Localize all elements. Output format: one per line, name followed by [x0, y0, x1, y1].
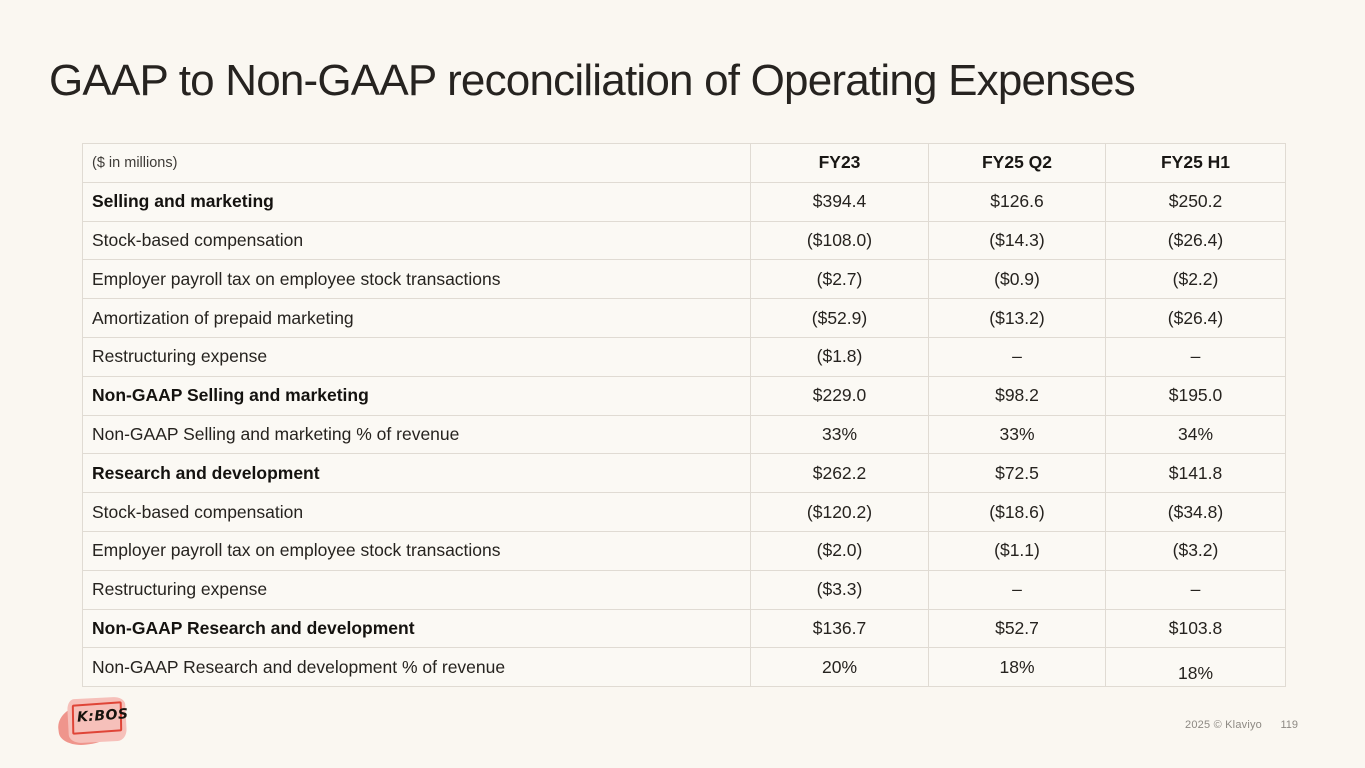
cell-value: ($18.6): [928, 492, 1106, 532]
table-row: Restructuring expense ($3.3) – –: [82, 569, 1286, 610]
cell-value: ($2.7): [750, 259, 929, 300]
row-label: Amortization of prepaid marketing: [82, 298, 751, 338]
row-label: Non-GAAP Research and development % of r…: [82, 647, 751, 688]
cell-value: 18%: [1105, 647, 1286, 688]
cell-value: ($1.1): [928, 530, 1106, 571]
row-label: Stock-based compensation: [82, 492, 751, 532]
cell-value: $126.6: [928, 181, 1106, 222]
cell-value: –: [928, 569, 1106, 610]
row-label: Non-GAAP Selling and marketing: [82, 375, 751, 416]
cell-value: $262.2: [750, 453, 929, 494]
cell-value: ($108.0): [750, 220, 929, 261]
cell-value: $141.8: [1105, 453, 1286, 494]
cell-value: –: [1105, 569, 1286, 610]
cell-value: ($1.8): [750, 336, 929, 377]
column-header-fy25-q2: FY25 Q2: [928, 143, 1106, 183]
cell-value: $103.8: [1105, 608, 1286, 649]
table-row: Non-GAAP Selling and marketing % of reve…: [82, 414, 1286, 455]
cell-value: 34%: [1105, 414, 1286, 455]
table-body: Selling and marketing $394.4 $126.6 $250…: [82, 181, 1286, 688]
table-row: Non-GAAP Research and development $136.7…: [82, 608, 1286, 649]
cell-value: $394.4: [750, 181, 929, 222]
footer-copyright: 2025 © Klaviyo: [1185, 719, 1262, 731]
table-row: Non-GAAP Research and development % of r…: [82, 647, 1286, 688]
cell-value: –: [1105, 336, 1286, 377]
cell-value: ($52.9): [750, 298, 929, 338]
row-label: Non-GAAP Selling and marketing % of reve…: [82, 414, 751, 455]
cell-value: $98.2: [928, 375, 1106, 416]
cell-value: ($3.2): [1105, 530, 1286, 571]
cell-value: 33%: [750, 414, 929, 455]
table-row: Amortization of prepaid marketing ($52.9…: [82, 298, 1286, 338]
table-row: Selling and marketing $394.4 $126.6 $250…: [82, 181, 1286, 222]
table-header-row: ($ in millions) FY23 FY25 Q2 FY25 H1: [82, 143, 1286, 183]
cell-value: 18%: [928, 647, 1106, 688]
kbos-logo: K:BOS: [55, 696, 132, 750]
cell-value: ($13.2): [928, 298, 1106, 338]
page-title: GAAP to Non-GAAP reconciliation of Opera…: [49, 56, 1136, 105]
cell-value: 20%: [750, 647, 929, 688]
row-label: Selling and marketing: [82, 181, 751, 222]
row-label: Stock-based compensation: [82, 220, 751, 261]
table-row: Non-GAAP Selling and marketing $229.0 $9…: [82, 375, 1286, 416]
cell-value: $72.5: [928, 453, 1106, 494]
table-row: Stock-based compensation ($120.2) ($18.6…: [82, 492, 1286, 532]
row-label: Employer payroll tax on employee stock t…: [82, 259, 751, 300]
cell-value: $250.2: [1105, 181, 1286, 222]
table-row: Research and development $262.2 $72.5 $1…: [82, 453, 1286, 494]
row-label: Employer payroll tax on employee stock t…: [82, 530, 751, 571]
cell-value: ($2.2): [1105, 259, 1286, 300]
cell-value: ($34.8): [1105, 492, 1286, 532]
column-header-fy23: FY23: [750, 143, 929, 183]
unit-label: ($ in millions): [82, 143, 751, 183]
cell-value: $136.7: [750, 608, 929, 649]
cell-value: $52.7: [928, 608, 1106, 649]
footer-page-number: 119: [1280, 719, 1298, 731]
cell-value: ($3.3): [750, 569, 929, 610]
cell-value: ($2.0): [750, 530, 929, 571]
row-label: Non-GAAP Research and development: [82, 608, 751, 649]
cell-value: ($120.2): [750, 492, 929, 532]
column-header-fy25-h1: FY25 H1: [1105, 143, 1286, 183]
cell-value: 33%: [928, 414, 1106, 455]
table-row: Employer payroll tax on employee stock t…: [82, 259, 1286, 300]
cell-value: ($26.4): [1105, 220, 1286, 261]
cell-value: ($26.4): [1105, 298, 1286, 338]
cell-value: –: [928, 336, 1106, 377]
cell-value: ($14.3): [928, 220, 1106, 261]
reconciliation-table: ($ in millions) FY23 FY25 Q2 FY25 H1 Sel…: [82, 143, 1286, 688]
cell-value: $195.0: [1105, 375, 1286, 416]
row-label: Research and development: [82, 453, 751, 494]
table-row: Restructuring expense ($1.8) – –: [82, 336, 1286, 377]
table-row: Stock-based compensation ($108.0) ($14.3…: [82, 220, 1286, 261]
cell-value: $229.0: [750, 375, 929, 416]
cell-value: ($0.9): [928, 259, 1106, 300]
row-label: Restructuring expense: [82, 336, 751, 377]
row-label: Restructuring expense: [82, 569, 751, 610]
table-row: Employer payroll tax on employee stock t…: [82, 530, 1286, 571]
